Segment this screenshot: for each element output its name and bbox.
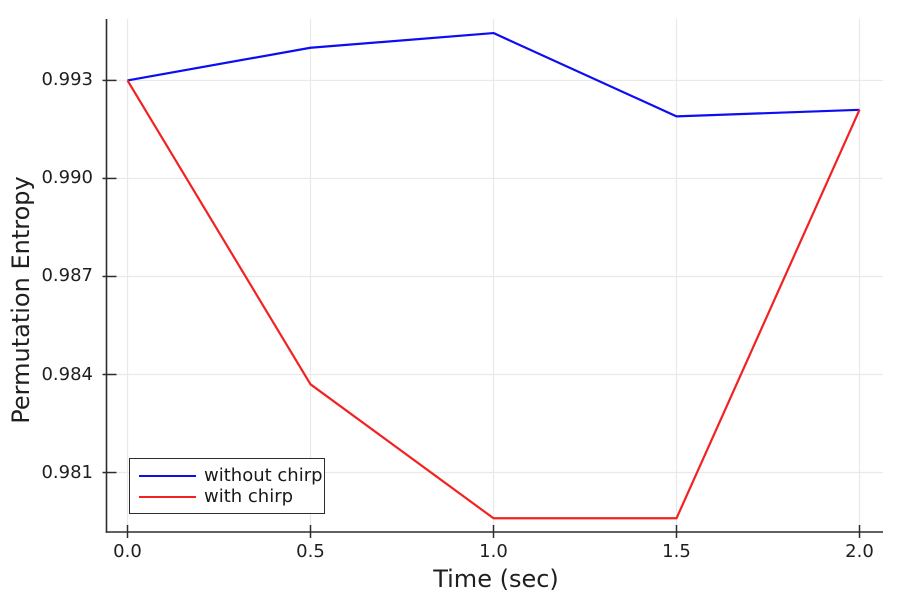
x-tick-label: 1.5 — [662, 541, 691, 562]
legend-item: without chirp — [139, 466, 324, 486]
x-tick-label: 1.0 — [479, 541, 508, 562]
legend-line-swatch-red — [139, 495, 196, 498]
y-axis-title: Permutation Entropy — [7, 176, 35, 424]
legend-label: without chirp — [204, 464, 323, 486]
x-axis-title: Time (sec) — [433, 565, 559, 593]
x-tick-label: 0.0 — [113, 541, 142, 562]
legend-line-swatch-blue — [139, 474, 196, 477]
legend-item: with chirp — [139, 487, 324, 507]
x-tick-label: 2.0 — [845, 541, 874, 562]
y-tick-label: 0.993 — [41, 69, 93, 91]
legend-label: with chirp — [204, 485, 294, 507]
series-line-with-chirp — [126, 79, 861, 520]
y-tick-label: 0.987 — [41, 265, 93, 287]
legend: without chirp with chirp — [129, 458, 325, 514]
y-tick-label: 0.981 — [41, 461, 93, 483]
series-line-without-chirp — [127, 31, 860, 118]
x-tick-label: 0.5 — [296, 541, 325, 562]
y-tick-label: 0.984 — [41, 363, 93, 385]
y-tick-label: 0.990 — [41, 167, 93, 189]
